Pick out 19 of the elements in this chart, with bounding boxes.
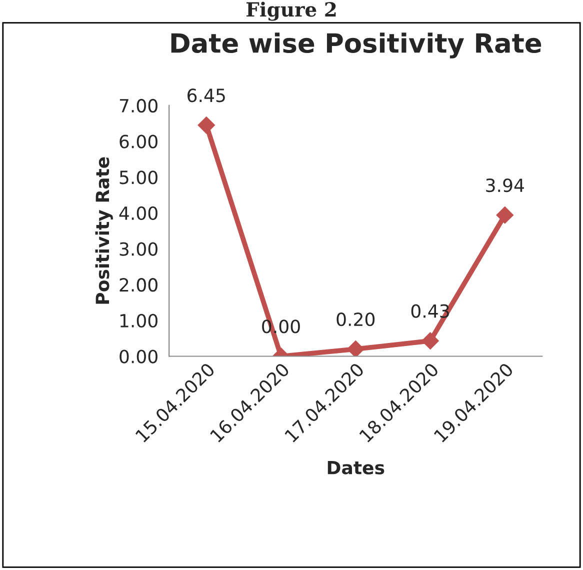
y-tick-label: 4.00	[119, 206, 158, 220]
y-tick-label: 7.00	[120, 98, 158, 113]
x-axis-title: Dates	[328, 461, 384, 474]
y-tick-label: 6.00	[120, 134, 158, 148]
y-tick-label: 3.00	[120, 242, 158, 256]
text: 6.45	[188, 88, 225, 102]
point	[198, 116, 215, 134]
y-axis-title: Positivity Rate	[95, 157, 113, 304]
caption: Figure 2	[246, 2, 336, 21]
y-tick-label: 2.00	[120, 278, 158, 292]
text: 0.20	[336, 312, 375, 326]
text: 3.94	[486, 178, 524, 192]
y-tick-label: 0.00	[120, 350, 158, 364]
point	[422, 332, 439, 350]
y-tick-label: 1.00	[120, 314, 158, 328]
point	[496, 206, 514, 224]
point	[347, 340, 364, 356]
chart-title: Date wise Positivity Rate	[171, 32, 542, 58]
y-tick-label: 5.00	[120, 170, 158, 184]
